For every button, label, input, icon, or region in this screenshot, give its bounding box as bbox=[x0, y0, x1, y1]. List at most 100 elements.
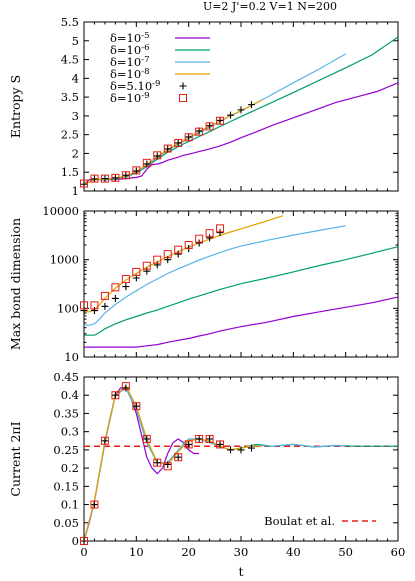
y-tick-label: 0.15 bbox=[53, 479, 79, 493]
point-plus bbox=[90, 175, 98, 183]
y-tick-label: 2 bbox=[72, 146, 79, 160]
point-square bbox=[184, 241, 193, 250]
point-plus bbox=[111, 391, 119, 399]
point-square bbox=[195, 434, 204, 443]
y-tick-label: 1.5 bbox=[61, 165, 79, 179]
point-square bbox=[153, 151, 162, 160]
figure-title: U=2 J'=0.2 V=1 N=200 bbox=[203, 0, 337, 13]
point-plus bbox=[153, 459, 161, 467]
point-square bbox=[216, 224, 225, 233]
series-line-d7 bbox=[83, 387, 346, 542]
x-tick-label: 0 bbox=[80, 545, 87, 559]
point-square bbox=[111, 391, 120, 400]
point-plus bbox=[90, 307, 98, 315]
point-plus bbox=[164, 145, 172, 153]
legend-label-d7: δ=10-7 bbox=[110, 55, 149, 69]
point-square bbox=[111, 173, 120, 182]
point-plus bbox=[216, 229, 224, 237]
point-square bbox=[205, 434, 214, 443]
panel-bond: 10 100 1000 10000 Max bond dimension bbox=[8, 204, 399, 364]
y-tick-label: 1 bbox=[72, 184, 79, 198]
x-tick-label: 30 bbox=[234, 545, 249, 559]
point-plus bbox=[174, 250, 182, 258]
point-square bbox=[80, 301, 88, 310]
point-square bbox=[142, 158, 151, 167]
y-axis-label: Max bond dimension bbox=[8, 218, 23, 350]
legend-label-d8: δ=10-8 bbox=[110, 67, 149, 81]
legend-label-plus: δ=5.10-9 bbox=[110, 79, 160, 93]
x-tick-label: 10 bbox=[129, 545, 144, 559]
point-square bbox=[184, 440, 193, 449]
point-plus bbox=[122, 171, 130, 179]
point-square bbox=[184, 133, 193, 142]
point-square bbox=[121, 171, 130, 180]
series-line-d6 bbox=[83, 387, 398, 542]
point-plus bbox=[174, 139, 182, 147]
point-square bbox=[174, 245, 183, 254]
plot-frame bbox=[83, 376, 399, 542]
point-plus bbox=[153, 261, 161, 269]
point-plus bbox=[216, 440, 224, 448]
y-tick-label: 3 bbox=[72, 109, 79, 123]
point-square bbox=[216, 116, 225, 125]
point-square bbox=[195, 234, 204, 243]
y-tick-label: 0.25 bbox=[53, 443, 79, 457]
point-square bbox=[153, 255, 162, 264]
x-tick-label: 60 bbox=[391, 545, 406, 559]
point-plus bbox=[90, 501, 98, 509]
point-plus bbox=[237, 106, 245, 114]
point-plus bbox=[247, 444, 255, 452]
point-square bbox=[216, 440, 225, 449]
y-tick-label: 2.5 bbox=[61, 128, 79, 142]
y-tick-label: 0 bbox=[72, 534, 79, 548]
point-square bbox=[163, 250, 172, 259]
point-plus bbox=[101, 437, 109, 445]
legend-label-d6: δ=10-6 bbox=[110, 43, 149, 57]
point-square bbox=[153, 458, 162, 467]
y-tick-label: 0.4 bbox=[61, 388, 79, 402]
series-line-d5 bbox=[84, 296, 399, 348]
series-line-d8 bbox=[83, 99, 263, 185]
legend-swatch-plus bbox=[179, 82, 187, 90]
point-plus bbox=[101, 175, 109, 183]
series-line-d7 bbox=[84, 225, 346, 326]
point-square bbox=[205, 229, 214, 238]
point-square bbox=[163, 144, 172, 153]
y-tick-label: 10000 bbox=[42, 204, 79, 218]
point-square bbox=[90, 500, 99, 509]
point-plus bbox=[122, 384, 130, 392]
x-axis-label: t bbox=[238, 564, 243, 579]
point-square bbox=[90, 301, 99, 310]
point-plus bbox=[185, 133, 193, 141]
point-square bbox=[132, 402, 141, 411]
legend-label-square: δ=10-9 bbox=[110, 91, 149, 105]
y-tick-label: 100 bbox=[57, 301, 79, 315]
point-plus bbox=[164, 460, 172, 468]
y-axis-label: Current 2πI bbox=[8, 421, 23, 496]
point-plus bbox=[195, 435, 203, 443]
point-square bbox=[132, 267, 141, 276]
y-tick-label: 0.3 bbox=[61, 425, 79, 439]
point-plus bbox=[227, 111, 235, 119]
point-square bbox=[163, 462, 172, 471]
y-tick-label: 10 bbox=[64, 350, 79, 364]
point-square bbox=[80, 537, 88, 545]
point-square bbox=[100, 291, 109, 300]
point-plus bbox=[111, 294, 119, 302]
point-plus bbox=[80, 537, 88, 545]
point-square bbox=[80, 179, 88, 188]
point-plus bbox=[195, 239, 203, 247]
point-square bbox=[142, 261, 151, 270]
point-plus bbox=[227, 446, 235, 454]
point-square bbox=[100, 436, 109, 445]
point-plus bbox=[247, 101, 255, 109]
y-tick-label: 3.5 bbox=[61, 90, 79, 104]
point-square bbox=[90, 174, 99, 183]
point-plus bbox=[122, 283, 130, 291]
y-tick-label: 4 bbox=[72, 71, 79, 85]
series-line-d8 bbox=[83, 385, 262, 542]
point-plus bbox=[143, 435, 151, 443]
point-plus bbox=[206, 435, 214, 443]
